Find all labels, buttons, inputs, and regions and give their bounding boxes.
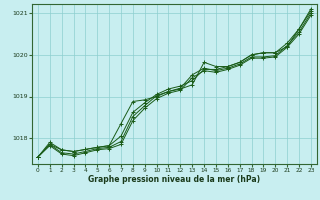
X-axis label: Graphe pression niveau de la mer (hPa): Graphe pression niveau de la mer (hPa): [88, 175, 260, 184]
